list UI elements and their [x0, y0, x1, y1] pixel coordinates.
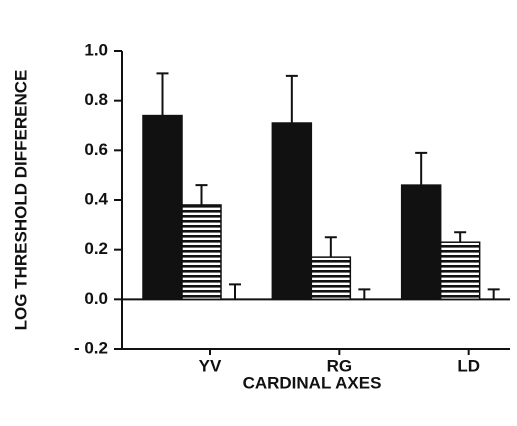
error-bar [229, 283, 241, 300]
error-bar [454, 231, 467, 243]
x-tick-label: YV [199, 356, 222, 375]
y-tick-label: 0.4 [84, 189, 108, 208]
error-bar [285, 74, 298, 124]
bar [142, 114, 183, 301]
x-tick-label: LD [457, 356, 480, 375]
error-bar [195, 184, 208, 205]
error-bar [156, 72, 169, 116]
error-bar [358, 288, 371, 300]
error-bar [324, 236, 337, 258]
bar [181, 204, 222, 301]
error-bar [487, 288, 500, 300]
bar [271, 122, 313, 301]
y-tick-label: 0.8 [84, 90, 108, 109]
y-axis-label: LOG THRESHOLD DIFFERENCE [11, 70, 30, 331]
x-axis-label: CARDINAL AXES [243, 373, 382, 392]
bar [310, 256, 352, 301]
x-tick-label: RG [327, 356, 353, 375]
y-tick-label: 0.6 [84, 140, 108, 159]
error-bar [415, 151, 428, 186]
bar [439, 241, 481, 301]
bar [400, 184, 442, 301]
y-tick-label: 0.2 [84, 239, 108, 258]
y-tick-label: 1.0 [84, 40, 108, 59]
y-tick-label: 0.0 [84, 289, 108, 308]
y-tick-label: - 0.2 [74, 338, 108, 357]
